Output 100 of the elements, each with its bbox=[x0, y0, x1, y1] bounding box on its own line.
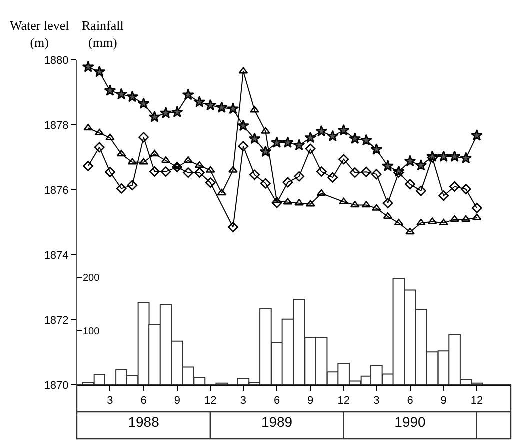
point bbox=[83, 161, 94, 172]
point bbox=[362, 201, 372, 208]
point bbox=[94, 142, 105, 153]
point bbox=[84, 124, 94, 131]
x-tick-label: 12 bbox=[338, 395, 350, 408]
point bbox=[228, 166, 238, 173]
point bbox=[439, 219, 449, 226]
point bbox=[171, 106, 184, 118]
x-tick-label: 6 bbox=[140, 395, 147, 408]
point bbox=[127, 180, 138, 191]
point bbox=[138, 98, 150, 110]
point bbox=[394, 219, 404, 226]
x-tick-label: 12 bbox=[470, 395, 484, 408]
point bbox=[382, 160, 394, 172]
y2-tick-label: 100 bbox=[83, 326, 100, 338]
point bbox=[404, 155, 416, 167]
point bbox=[371, 169, 382, 180]
point bbox=[150, 166, 160, 177]
point bbox=[216, 102, 228, 113]
point bbox=[304, 132, 317, 144]
point bbox=[260, 146, 272, 158]
point bbox=[184, 156, 194, 164]
point bbox=[416, 186, 426, 196]
point bbox=[349, 132, 362, 144]
x2-tick-label: 1989 bbox=[261, 414, 293, 430]
point bbox=[250, 106, 260, 113]
point bbox=[94, 66, 106, 78]
point bbox=[139, 158, 148, 165]
point bbox=[183, 168, 194, 178]
point bbox=[204, 99, 217, 111]
point bbox=[282, 136, 294, 148]
y-tick-label: 1872 bbox=[44, 314, 69, 327]
point bbox=[416, 219, 426, 226]
point bbox=[116, 88, 128, 100]
point bbox=[383, 212, 393, 220]
point bbox=[272, 198, 282, 208]
point bbox=[205, 178, 216, 188]
point bbox=[438, 150, 450, 162]
point bbox=[438, 190, 450, 202]
point bbox=[282, 177, 294, 188]
x-tick-label: 6 bbox=[407, 395, 414, 408]
x-tick-label: 12 bbox=[204, 395, 217, 408]
point bbox=[172, 163, 182, 170]
point bbox=[471, 129, 484, 141]
x-tick-label: 6 bbox=[274, 395, 280, 408]
point bbox=[306, 200, 316, 207]
point bbox=[350, 168, 360, 178]
point bbox=[406, 228, 415, 235]
point bbox=[116, 150, 126, 157]
point bbox=[472, 203, 482, 214]
point bbox=[160, 166, 172, 177]
point bbox=[227, 102, 240, 114]
y-tick-label: 1880 bbox=[44, 54, 69, 67]
point bbox=[316, 125, 328, 137]
point bbox=[360, 134, 372, 146]
point bbox=[161, 156, 171, 164]
x-tick-label: 9 bbox=[440, 395, 447, 408]
point bbox=[338, 154, 350, 165]
point bbox=[271, 136, 284, 148]
point bbox=[460, 152, 472, 164]
y-tick-label: 1874 bbox=[44, 250, 69, 262]
point bbox=[160, 107, 172, 118]
point bbox=[126, 90, 138, 102]
point bbox=[82, 60, 94, 72]
point bbox=[128, 158, 138, 165]
x2-tick-label: 1990 bbox=[394, 414, 426, 430]
point bbox=[150, 150, 160, 157]
point bbox=[138, 132, 149, 143]
point bbox=[350, 201, 360, 208]
point bbox=[305, 144, 316, 154]
point bbox=[339, 198, 349, 204]
point bbox=[415, 159, 428, 171]
y-tick-label: 1878 bbox=[44, 120, 69, 132]
x-tick-label: 9 bbox=[308, 395, 314, 408]
point bbox=[182, 88, 194, 100]
point bbox=[194, 168, 205, 178]
point bbox=[450, 215, 460, 222]
point bbox=[461, 215, 471, 222]
point bbox=[94, 128, 104, 136]
point bbox=[238, 141, 249, 152]
point bbox=[405, 179, 416, 190]
point bbox=[382, 198, 394, 209]
point bbox=[328, 172, 338, 183]
point bbox=[460, 184, 472, 195]
point bbox=[228, 222, 238, 233]
y2-axis-title: Rainfall (mm) bbox=[82, 18, 124, 50]
y-tick-label: 1876 bbox=[44, 184, 69, 197]
point bbox=[361, 166, 372, 178]
x2-tick-label: 1988 bbox=[128, 414, 160, 430]
point bbox=[294, 199, 304, 206]
point bbox=[283, 198, 293, 205]
point bbox=[450, 182, 460, 192]
point bbox=[338, 124, 350, 136]
point bbox=[472, 214, 482, 220]
point bbox=[372, 204, 382, 211]
point bbox=[448, 150, 461, 162]
point bbox=[217, 189, 227, 196]
x-tick-label: 3 bbox=[107, 395, 114, 408]
point bbox=[261, 127, 270, 134]
point bbox=[194, 161, 204, 168]
